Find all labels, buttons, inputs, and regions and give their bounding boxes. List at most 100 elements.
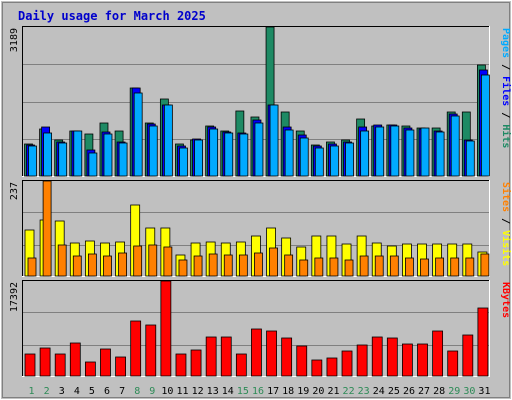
bar-kbytes-day-8 — [130, 320, 142, 377]
legend-label: KBytes — [500, 282, 511, 318]
x-tick-day-17: 17 — [267, 386, 279, 397]
bar-kbytes-day-27 — [417, 343, 428, 377]
bar-pages-day-22 — [345, 142, 354, 177]
bar-kbytes-day-25 — [386, 337, 398, 377]
chart-title: Daily usage for March 2025 — [18, 9, 206, 23]
x-tick-day-16: 16 — [252, 386, 264, 397]
bar-kbytes-day-30 — [462, 334, 474, 377]
bar-kbytes-day-20 — [311, 359, 323, 377]
bar-sites-day-17 — [269, 247, 278, 277]
legend-label: Sites — [500, 182, 512, 212]
bar-sites-day-31 — [480, 253, 490, 277]
panel-middle: 237 Sites / Visits — [9, 180, 512, 277]
bar-sites-day-16 — [254, 252, 263, 277]
bar-pages-day-1 — [28, 145, 37, 177]
bar-sites-day-25 — [389, 255, 399, 277]
bar-sites-day-26 — [405, 257, 414, 277]
bar-kbytes-day-12 — [190, 349, 202, 377]
series-legend-middle: Sites / Visits — [500, 182, 512, 266]
x-tick-day-3: 3 — [59, 386, 65, 397]
bar-kbytes-day-1 — [24, 353, 36, 377]
bar-pages-day-4 — [73, 130, 83, 177]
bar-sites-day-9 — [148, 244, 158, 277]
bar-kbytes-day-4 — [69, 342, 81, 377]
bar-sites-day-11 — [178, 259, 188, 277]
series-legend-bottom: KBytes — [500, 282, 511, 318]
x-tick-day-23: 23 — [358, 386, 370, 397]
bar-pages-day-6 — [103, 133, 113, 177]
bar-sites-day-13 — [208, 253, 218, 277]
bar-pages-day-28 — [435, 131, 445, 177]
bar-pages-day-2 — [43, 132, 52, 177]
x-tick-day-20: 20 — [312, 386, 324, 397]
bar-kbytes-day-28 — [432, 330, 444, 377]
x-tick-day-27: 27 — [418, 386, 430, 397]
y-max-label-bottom: 17392 — [9, 282, 20, 312]
legend-label: Files — [500, 76, 512, 106]
series-legend-top: Pages / Files / Hits — [500, 28, 512, 148]
bar-sites-day-6 — [103, 255, 112, 277]
x-tick-day-5: 5 — [89, 386, 95, 397]
x-tick-day-6: 6 — [104, 386, 110, 397]
bar-pages-day-10 — [163, 104, 173, 177]
panel-bottom: 17392 KBytes — [9, 280, 511, 377]
x-tick-day-22: 22 — [343, 386, 355, 397]
bar-sites-day-18 — [284, 254, 294, 277]
bar-sites-day-12 — [193, 255, 203, 277]
legend-label: / — [500, 58, 511, 76]
series-pages — [28, 74, 490, 177]
bar-kbytes-day-29 — [447, 350, 459, 377]
bar-sites-day-20 — [314, 257, 324, 277]
bar-pages-day-23 — [360, 130, 370, 177]
bar-sites-day-4 — [72, 255, 82, 277]
x-tick-day-31: 31 — [478, 386, 490, 397]
bar-sites-day-5 — [87, 253, 97, 277]
x-tick-day-15: 15 — [237, 386, 249, 397]
legend-label: Pages — [500, 28, 511, 58]
bar-pages-day-24 — [375, 126, 385, 177]
series-sites — [27, 180, 490, 277]
bar-pages-day-19 — [299, 137, 309, 177]
bar-sites-day-21 — [329, 257, 339, 277]
bar-sites-day-24 — [374, 255, 384, 277]
x-tick-day-10: 10 — [161, 386, 173, 397]
bar-pages-day-3 — [58, 142, 68, 177]
bar-sites-day-29 — [450, 257, 460, 277]
bar-kbytes-day-17 — [266, 330, 277, 377]
bar-kbytes-day-10 — [160, 280, 172, 377]
bar-kbytes-day-16 — [251, 328, 262, 377]
legend-label: Visits — [500, 230, 512, 266]
bar-kbytes-day-9 — [145, 324, 157, 377]
bar-pages-day-14 — [224, 132, 234, 177]
panel-top: 3189 Pages / Files / Hits — [9, 26, 512, 177]
bar-pages-day-9 — [148, 125, 158, 177]
bar-pages-day-16 — [254, 122, 264, 177]
bar-sites-day-15 — [238, 254, 248, 277]
bar-kbytes-day-6 — [100, 348, 111, 377]
bar-pages-day-25 — [390, 125, 400, 177]
x-tick-day-18: 18 — [282, 386, 294, 397]
bar-pages-day-18 — [284, 129, 294, 177]
plot-border-dark-top — [22, 26, 490, 177]
bar-kbytes-day-31 — [477, 307, 489, 377]
bar-pages-day-7 — [118, 142, 128, 177]
plot-border-light-bottom — [22, 280, 490, 377]
bar-kbytes-day-2 — [39, 347, 51, 377]
y-max-label-top: 3189 — [9, 28, 20, 52]
x-tick-day-24: 24 — [373, 386, 385, 397]
bar-sites-day-27 — [420, 258, 429, 277]
bar-kbytes-day-7 — [115, 356, 126, 377]
x-axis-tick-labels: 1 2 3 4 5 6 7 8 9 10 11 12 13 14 15 16 17 18 19 20 21 22 23 24 2… — [29, 386, 491, 397]
bar-sites-day-10 — [163, 246, 173, 277]
bar-kbytes-day-18 — [281, 337, 293, 377]
bar-pages-day-29 — [450, 115, 460, 177]
plot-border-dark-bottom — [22, 280, 490, 377]
bar-kbytes-day-13 — [205, 336, 217, 377]
bar-pages-day-20 — [314, 147, 324, 177]
plot-border-dark-middle — [22, 180, 490, 277]
bar-pages-day-21 — [330, 145, 339, 177]
y-max-label-middle: 237 — [9, 182, 20, 200]
x-tick-day-26: 26 — [403, 386, 415, 397]
x-tick-day-12: 12 — [192, 386, 204, 397]
